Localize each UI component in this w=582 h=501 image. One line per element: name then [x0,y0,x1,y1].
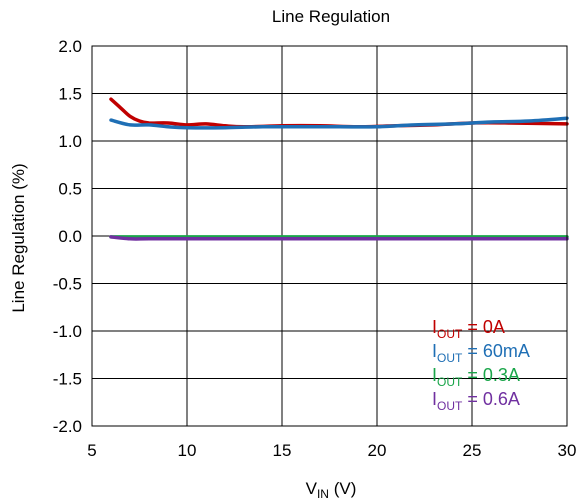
y-tick-label: -2.0 [53,417,82,436]
series-lines [109,97,569,241]
y-tick-label: 0.0 [58,227,82,246]
tick-labels: 5 10 15 20 25 30 2.0 1.5 1.0 0.5 0.0 -0.5 -1.0 -1.5 -2… [53,37,577,460]
x-tick-label: 15 [273,441,292,460]
legend-entry-1: IOUT = 60mA [432,341,530,365]
chart-title: Line Regulation [272,7,390,26]
x-tick-label: 25 [463,441,482,460]
series-line-3 [109,235,569,241]
legend-entry-0: IOUT = 0A [432,317,505,341]
y-tick-label: 2.0 [58,37,82,56]
plot-frame [91,45,568,427]
y-tick-label: -1.0 [53,322,82,341]
x-axis-title: VIN (V) [306,479,357,501]
y-tick-label: 0.5 [58,180,82,199]
x-tick-label: 20 [368,441,387,460]
legend-entry-3: IOUT = 0.6A [432,389,520,413]
x-tick-label: 5 [87,441,96,460]
y-tick-label: -1.5 [53,370,82,389]
legend-entry-2: IOUT = 0.3A [432,365,520,389]
y-tick-label: 1.0 [58,132,82,151]
x-tick-label: 30 [558,441,577,460]
y-tick-label: -0.5 [53,275,82,294]
x-tick-label: 10 [178,441,197,460]
series-line-1 [109,116,569,130]
y-tick-label: 1.5 [58,85,82,104]
y-axis-title: Line Regulation (%) [9,163,28,312]
